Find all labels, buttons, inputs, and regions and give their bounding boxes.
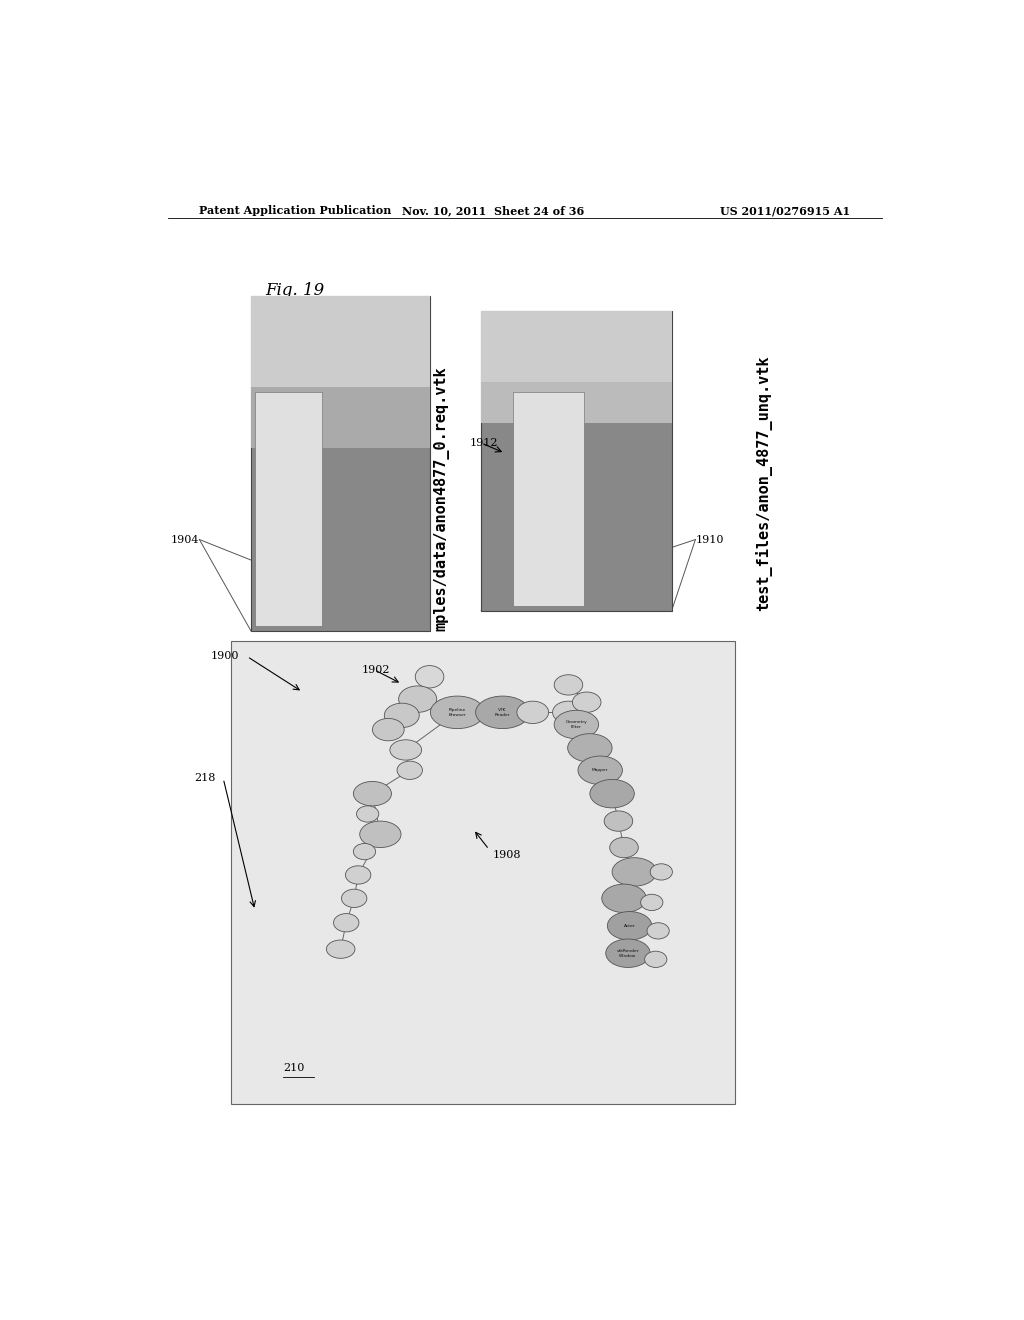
Ellipse shape — [416, 665, 443, 688]
Ellipse shape — [475, 696, 529, 729]
Text: 1902: 1902 — [362, 665, 390, 675]
FancyBboxPatch shape — [251, 296, 430, 387]
Ellipse shape — [373, 718, 404, 741]
Text: 1912: 1912 — [469, 438, 498, 447]
Ellipse shape — [602, 884, 646, 912]
Text: 1904: 1904 — [171, 535, 200, 545]
Ellipse shape — [650, 863, 673, 880]
FancyBboxPatch shape — [231, 642, 735, 1104]
Text: US 2011/0276915 A1: US 2011/0276915 A1 — [720, 205, 850, 216]
FancyBboxPatch shape — [251, 387, 430, 447]
Text: Geometry
Filter: Geometry Filter — [565, 721, 587, 729]
Ellipse shape — [353, 843, 376, 859]
FancyBboxPatch shape — [481, 381, 672, 422]
Ellipse shape — [345, 866, 371, 884]
Text: Actor: Actor — [624, 924, 635, 928]
Ellipse shape — [572, 692, 601, 713]
Text: Mapper: Mapper — [592, 768, 608, 772]
Ellipse shape — [606, 939, 650, 968]
Ellipse shape — [517, 701, 549, 723]
FancyBboxPatch shape — [481, 312, 672, 381]
Ellipse shape — [384, 704, 419, 727]
Ellipse shape — [430, 696, 484, 729]
Text: 1908: 1908 — [494, 850, 521, 859]
Ellipse shape — [604, 810, 633, 832]
Text: 1910: 1910 — [695, 535, 724, 545]
Ellipse shape — [607, 912, 652, 940]
Ellipse shape — [554, 710, 599, 739]
Ellipse shape — [356, 805, 379, 822]
Ellipse shape — [567, 734, 612, 762]
FancyBboxPatch shape — [251, 296, 430, 631]
Text: test_files/anon_4877_unq.vtk: test_files/anon_4877_unq.vtk — [755, 355, 772, 611]
Ellipse shape — [398, 686, 436, 713]
Ellipse shape — [554, 675, 583, 696]
Text: 1906: 1906 — [354, 342, 383, 351]
Ellipse shape — [609, 837, 638, 858]
Text: vtkRender
Window: vtkRender Window — [616, 949, 639, 957]
Ellipse shape — [590, 779, 634, 808]
Ellipse shape — [612, 858, 656, 886]
Ellipse shape — [645, 952, 667, 968]
Text: mples/data/anon4877_0.req.vtk: mples/data/anon4877_0.req.vtk — [433, 367, 450, 631]
FancyBboxPatch shape — [513, 392, 585, 606]
Ellipse shape — [334, 913, 359, 932]
Ellipse shape — [578, 756, 623, 784]
Ellipse shape — [390, 739, 422, 760]
FancyBboxPatch shape — [255, 392, 323, 626]
Text: VTK
Reader: VTK Reader — [495, 708, 510, 717]
Ellipse shape — [647, 923, 670, 939]
Text: 210: 210 — [283, 1063, 304, 1073]
Ellipse shape — [641, 894, 663, 911]
Ellipse shape — [327, 940, 355, 958]
Ellipse shape — [359, 821, 401, 847]
Ellipse shape — [553, 701, 585, 723]
Text: 218: 218 — [194, 774, 215, 783]
Text: Pipeline
Browser: Pipeline Browser — [449, 708, 466, 717]
Ellipse shape — [353, 781, 391, 805]
Ellipse shape — [341, 890, 367, 907]
Ellipse shape — [397, 762, 423, 779]
Text: Fig. 19: Fig. 19 — [265, 282, 325, 300]
Text: Patent Application Publication: Patent Application Publication — [200, 205, 392, 216]
Text: 1900: 1900 — [211, 652, 240, 661]
Text: Nov. 10, 2011  Sheet 24 of 36: Nov. 10, 2011 Sheet 24 of 36 — [402, 205, 584, 216]
FancyBboxPatch shape — [481, 312, 672, 611]
